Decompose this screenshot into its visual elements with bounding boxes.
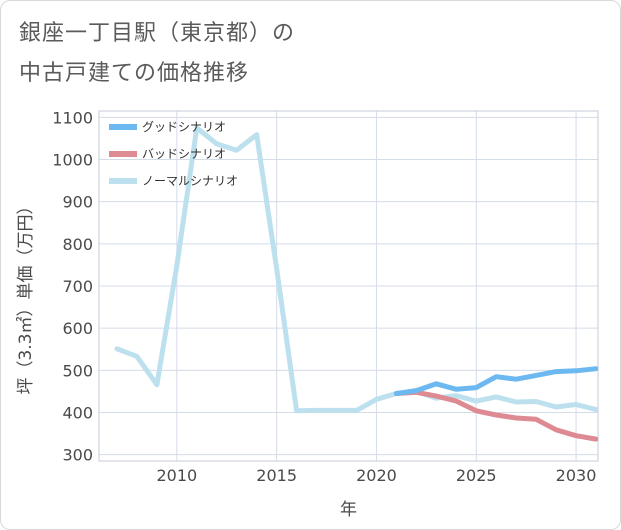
x-tick-label: 2020 <box>356 466 397 485</box>
series-line-normal <box>114 125 598 414</box>
x-axis-ticks: 2010 2015 2020 2025 2030 <box>156 466 596 485</box>
x-tick-label: 2015 <box>256 466 297 485</box>
y-tick-label: 600 <box>62 319 93 338</box>
y-tick-label: 900 <box>62 193 93 212</box>
legend-label-bad: バッドシナリオ <box>142 147 226 161</box>
plot-frame <box>98 110 599 462</box>
y-tick-label: 700 <box>62 277 93 296</box>
legend-label-normal: ノーマルシナリオ <box>142 174 238 188</box>
y-tick-label: 300 <box>62 446 93 465</box>
chart-title-line-2: 中古戸建ての価格推移 <box>19 61 250 86</box>
y-tick-label: 500 <box>62 361 93 380</box>
x-tick-label: 2025 <box>456 466 497 485</box>
y-tick-label: 1000 <box>52 150 93 169</box>
series-line-bad <box>393 389 598 442</box>
y-axis-title: 坪（3.3㎡）単価（万円） <box>16 197 36 394</box>
chart-title-line-1: 銀座一丁目駅（東京都）の <box>19 21 296 46</box>
legend-label-good: グッドシナリオ <box>142 120 226 134</box>
y-tick-label: 400 <box>62 404 93 423</box>
series-line-good <box>393 366 598 396</box>
y-tick-label: 1100 <box>52 108 93 127</box>
x-axis-title: 年 <box>340 500 357 520</box>
y-tick-label: 800 <box>62 235 93 254</box>
x-tick-label: 2030 <box>556 466 597 485</box>
x-tick-label: 2010 <box>156 466 197 485</box>
series-layer <box>114 125 598 442</box>
y-axis-ticks: 300 400 500 600 700 800 900 1000 1100 <box>52 108 93 464</box>
